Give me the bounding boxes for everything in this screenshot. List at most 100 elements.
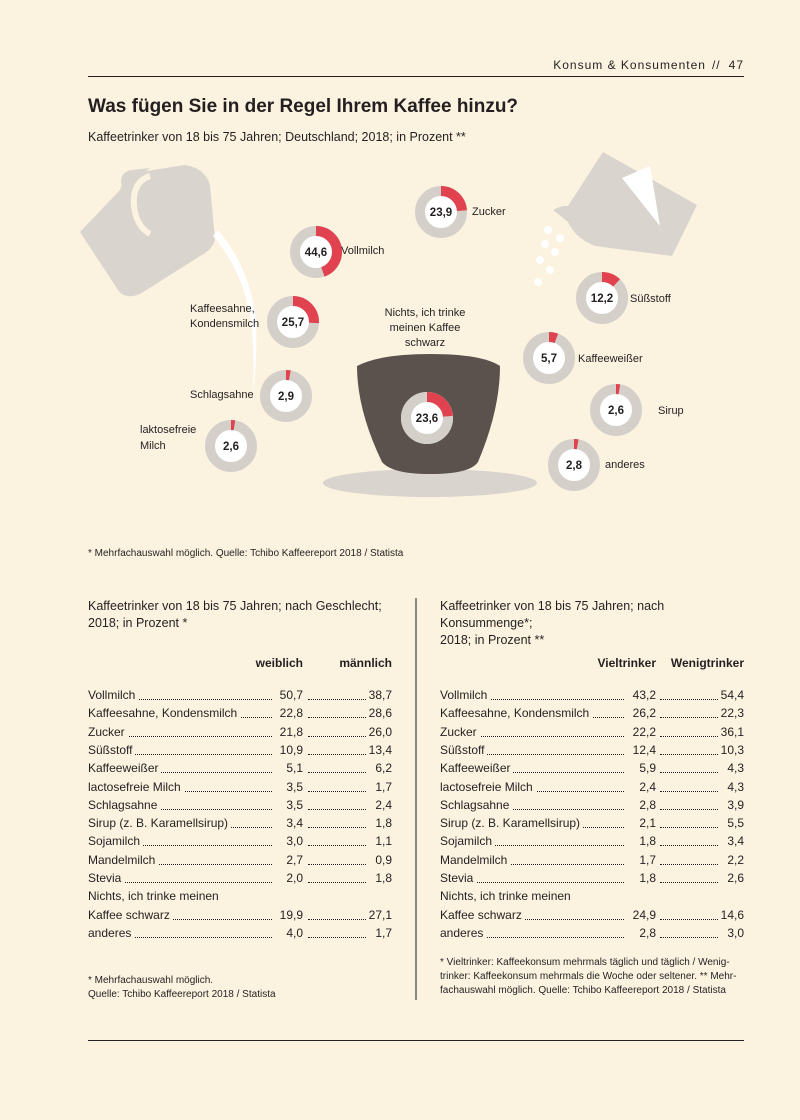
row-value-1: 12,4	[632, 742, 656, 757]
row-value-2: 2,6	[727, 871, 744, 885]
table-row: Vollmilch 50,7 38,7	[88, 688, 392, 704]
dot-leader	[660, 699, 718, 700]
donut-value-label: 2,8	[566, 460, 583, 472]
row-label: Schlagsahne	[88, 797, 161, 812]
dot-leader	[98, 735, 272, 737]
page-title: Was fügen Sie in der Regel Ihrem Kaffee …	[88, 96, 519, 117]
label-vollmilch: Vollmilch	[341, 245, 384, 257]
table-row: Sirup (z. B. Karamellsirup) 2,1 5,5	[440, 816, 744, 832]
row-value-2: 26,0	[368, 724, 392, 739]
dot-leader	[308, 882, 366, 883]
dot-leader	[308, 753, 366, 755]
row-value-1: 3,4	[286, 816, 303, 831]
donut-4: 2,9	[260, 370, 312, 422]
row-label: Süßstoff	[88, 742, 136, 757]
row-label: Kaffeesahne, Kondensmilch	[440, 706, 593, 721]
dot-leader	[98, 790, 272, 792]
table-row: Stevia 2,0 1,8	[88, 871, 392, 887]
donut-5: 5,7	[523, 332, 575, 384]
dot-leader	[450, 863, 624, 865]
dot-leader	[660, 790, 718, 792]
row-value-1: 5,9	[639, 761, 656, 776]
row-value-1: 21,8	[279, 724, 303, 739]
label-sirup: Sirup	[658, 405, 684, 417]
table-row: Sojamilch 1,8 3,4	[440, 834, 744, 850]
dot-leader	[308, 699, 366, 700]
row-value-1: 2,4	[639, 779, 656, 794]
dot-leader	[660, 735, 718, 737]
row-label: Stevia	[440, 871, 477, 885]
donut-3: 12,2	[576, 272, 628, 324]
row-value-2: 4,3	[727, 779, 744, 794]
dot-leader	[308, 735, 366, 737]
table-description: Kaffeetrinker von 18 bis 75 Jahren; nach…	[88, 598, 392, 632]
row-value-2: 3,4	[727, 834, 744, 849]
row-value-2: 10,3	[720, 742, 744, 757]
dot-leader	[308, 936, 366, 938]
dot-leader	[660, 717, 718, 719]
page-number: 47	[728, 58, 744, 72]
table-note-line: fachauswahl möglich. Quelle: Tchibo Kaff…	[440, 985, 726, 996]
dot-leader	[450, 699, 624, 700]
row-value-2: 1,8	[375, 816, 392, 831]
milk-jug-illustration	[80, 165, 257, 410]
table-row: Nichts, ich trinke meinen	[88, 889, 392, 905]
row-label: Zucker	[88, 724, 128, 739]
table-note-line: * Mehrfachauswahl möglich.	[88, 975, 214, 986]
table-description-line: Kaffeetrinker von 18 bis 75 Jahren; nach…	[440, 599, 665, 630]
dot-leader	[308, 808, 366, 810]
row-label: Sirup (z. B. Karamellsirup)	[88, 816, 232, 831]
column-divider	[415, 598, 417, 1000]
row-value-1: 10,9	[279, 742, 303, 757]
table-row: Mandelmilch 1,7 2,2	[440, 852, 744, 869]
row-value-2: 1,7	[375, 925, 392, 940]
donut-1: 23,9	[415, 186, 467, 238]
dot-leader	[308, 827, 366, 829]
row-value-1: 3,0	[286, 834, 303, 849]
dot-leader	[450, 936, 624, 938]
dot-leader	[98, 699, 272, 700]
row-label: Kaffeeweißer	[440, 761, 514, 776]
label-kaffeesahne-2: Kondensmilch	[190, 318, 259, 330]
row-value-1: 2,7	[286, 852, 303, 867]
table-note-line: * Vieltrinker: Kaffeekonsum mehrmals täg…	[440, 957, 730, 968]
dot-leader	[660, 772, 718, 774]
row-label: Vollmilch	[440, 688, 491, 702]
row-value-1: 19,9	[279, 907, 303, 922]
dot-leader	[660, 808, 718, 810]
table-row: Kaffeeweißer 5,9 4,3	[440, 761, 744, 777]
donut-segment	[260, 370, 312, 422]
column-header-wenigtrinker: Wenigtrinker	[670, 656, 744, 670]
row-value-2: 22,3	[720, 706, 744, 721]
row-label: Sojamilch	[440, 834, 496, 849]
row-label: anderes	[440, 925, 487, 940]
column-header-weiblich: weiblich	[255, 656, 303, 670]
donut-9: 23,6	[401, 392, 453, 444]
dot-leader	[308, 717, 366, 719]
table-note: * Mehrfachauswahl möglich. Quelle: Tchib…	[88, 974, 276, 1002]
table-row: Mandelmilch 2,7 0,9	[88, 852, 392, 869]
table-row: Stevia 1,8 2,6	[440, 871, 744, 887]
table-by-gender: Kaffeetrinker von 18 bis 75 Jahren; nach…	[88, 598, 392, 1000]
row-value-2: 4,3	[727, 761, 744, 776]
row-value-2: 1,7	[375, 779, 392, 794]
label-schwarz-1: Nichts, ich trinke	[385, 307, 466, 319]
page-subtitle: Kaffeetrinker von 18 bis 75 Jahren; Deut…	[88, 130, 466, 144]
row-label: Süßstoff	[440, 742, 488, 757]
donut-value-label: 2,9	[278, 391, 294, 403]
row-value-1: 2,1	[639, 816, 656, 831]
donut-segment	[401, 392, 453, 444]
label-schwarz-2: meinen Kaffee	[390, 322, 461, 334]
row-value-2: 36,1	[720, 724, 744, 739]
donut-segment	[548, 439, 600, 491]
dot-leader	[98, 863, 272, 865]
row-value-2: 28,6	[368, 706, 392, 721]
dot-leader	[98, 753, 272, 755]
row-label: Sojamilch	[88, 834, 144, 849]
label-schwarz-3: schwarz	[405, 337, 445, 349]
row-value-1: 3,5	[286, 797, 303, 812]
row-value-2: 1,1	[375, 834, 392, 849]
row-label: lactosefreie Milch	[440, 779, 536, 794]
table-row: Süßstoff 10,9 13,4	[88, 742, 392, 759]
row-value-2: 3,0	[727, 925, 744, 940]
